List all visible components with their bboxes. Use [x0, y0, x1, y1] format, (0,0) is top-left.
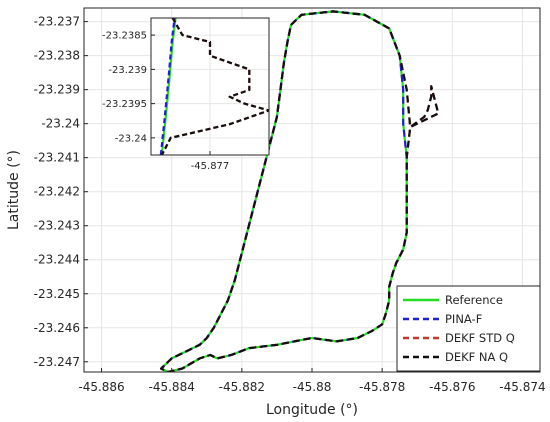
x-tick-label: -45.877 — [191, 161, 230, 172]
legend: Reference PINA-F DEKF STD Q DEKF NA Q — [396, 285, 541, 372]
y-tick-label: -23.239 — [34, 83, 80, 97]
inset-grid — [151, 18, 269, 155]
x-tick-label: -45.884 — [149, 380, 195, 394]
legend-items: Reference PINA-F DEKF STD Q DEKF NA Q — [403, 293, 515, 364]
y-tick-label: -23.24 — [41, 117, 80, 131]
y-tick-label: -23.242 — [34, 185, 80, 199]
y-tick-label: -23.245 — [34, 287, 80, 301]
y-tick-label: -23.2395 — [102, 99, 147, 110]
x-tick-label: -45.882 — [219, 380, 265, 394]
main-plot-axes: -45.886 -45.884 -45.882 -45.88 -45.878 -45.87… — [6, 7, 546, 418]
x-axis-label: Longitude (°) — [266, 402, 358, 418]
legend-label-dekf-std-q: DEKF STD Q — [445, 331, 515, 345]
series-line-dekf-na-q — [160, 18, 269, 155]
y-tick-label: -23.2385 — [102, 31, 147, 42]
main-x-ticks: -45.886 -45.884 -45.882 -45.88 -45.878 -45.87… — [78, 368, 546, 394]
y-tick-label: -23.244 — [34, 253, 80, 267]
inset-zoom-axes: -45.877 -23.2385 -23.239 -23.2395 -23.24 — [102, 17, 270, 172]
inset-x-ticks: -45.877 — [191, 151, 230, 172]
x-tick-label: -45.878 — [359, 380, 405, 394]
main-series-group — [160, 10, 440, 372]
main-plot-area — [160, 10, 440, 372]
y-tick-label: -23.246 — [34, 321, 80, 335]
y-axis-label: Latitude (°) — [6, 150, 22, 230]
main-y-ticks: -23.237 -23.238 -23.239 -23.24 -23.241 -23.24… — [34, 15, 88, 369]
series-line-dekf-na-q — [160, 10, 440, 372]
x-tick-label: -45.876 — [429, 380, 475, 394]
x-tick-label: -45.874 — [499, 380, 545, 394]
legend-label-dekf-na-q: DEKF NA Q — [445, 350, 508, 364]
x-tick-label: -45.88 — [293, 380, 332, 394]
y-tick-label: -23.239 — [108, 65, 147, 76]
y-tick-label: -23.24 — [115, 133, 147, 144]
inset-series-group — [159, 18, 269, 155]
y-tick-label: -23.243 — [34, 219, 80, 233]
y-tick-label: -23.247 — [34, 355, 80, 369]
inset-y-ticks: -23.2385 -23.239 -23.2395 -23.24 — [102, 31, 155, 144]
legend-label-reference: Reference — [445, 293, 503, 307]
y-tick-label: -23.241 — [34, 151, 80, 165]
y-tick-label: -23.238 — [34, 49, 80, 63]
x-tick-label: -45.886 — [78, 380, 124, 394]
y-tick-label: -23.237 — [34, 15, 80, 29]
series-line-pina-f — [159, 18, 176, 155]
legend-label-pina-f: PINA-F — [445, 312, 482, 326]
